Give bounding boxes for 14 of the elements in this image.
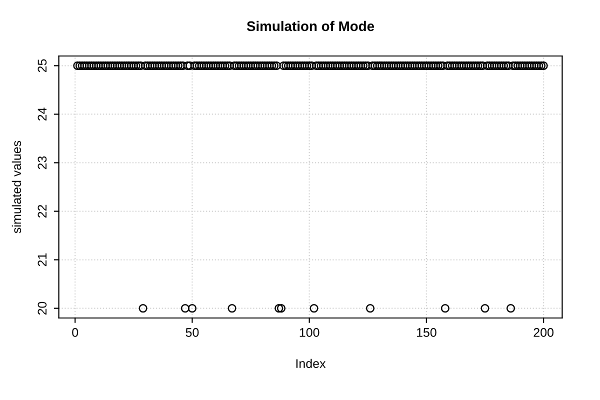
x-tick-label: 100 [300,328,320,337]
x-tick-label: 50 [186,328,199,337]
y-tick-label: 25 [38,59,47,72]
chart-title: Simulation of Mode [246,20,374,32]
y-tick-label: 23 [38,156,47,170]
x-tick-label: 150 [416,328,436,337]
y-tick-label: 24 [38,108,46,121]
x-axis-title: Index [296,358,326,368]
y-axis-title: simulated values [12,140,22,234]
y-tick-label: 22 [38,204,46,218]
y-tick-label: 20 [38,302,47,315]
y-tick-label: 21 [38,253,46,266]
x-tick-label: 200 [534,328,554,337]
x-tick-label: 0 [72,328,78,337]
